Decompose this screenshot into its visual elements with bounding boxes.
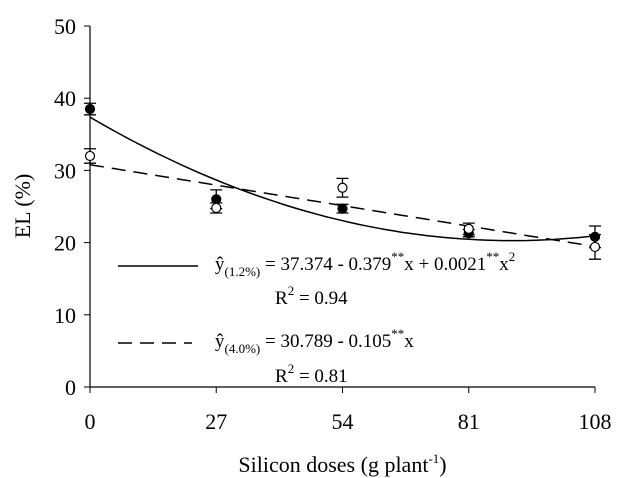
rich-text: R2 = 0.94 <box>275 283 348 309</box>
x-tick-label: 27 <box>205 409 227 434</box>
text-part: ŷ <box>215 331 225 352</box>
rich-text: R2 = 0.81 <box>275 361 348 387</box>
text-part: x <box>404 331 414 352</box>
rich-text: Silicon doses (g plant-1) <box>238 451 446 477</box>
x-tick-label: 81 <box>458 409 480 434</box>
text-part: ** <box>391 249 404 264</box>
point <box>463 223 474 234</box>
text-part: ŷ <box>215 254 225 275</box>
text-part: = 30.789 - 0.105 <box>260 331 391 352</box>
text-part: R <box>275 288 288 309</box>
text-part: 2 <box>288 283 295 298</box>
text-part: Silicon doses (g plant <box>238 452 428 477</box>
text-part: = 37.374 - 0.379 <box>260 254 391 275</box>
text-part: = 0.81 <box>294 366 347 387</box>
text-part: ** <box>486 249 499 264</box>
y-tick-label: 0 <box>65 375 76 400</box>
point <box>337 182 348 193</box>
point <box>337 203 348 214</box>
text-part: ) <box>439 452 446 477</box>
x-tick-label: 54 <box>332 409 354 434</box>
text-part: 2 <box>288 361 295 376</box>
y-tick-label: 20 <box>54 231 76 256</box>
y-axis-label: EL (%) <box>10 174 35 239</box>
y-tick-label: 50 <box>54 14 76 39</box>
rich-text: ŷ(1.2%) = 37.374 - 0.379**x + 0.0021**x2 <box>215 249 515 279</box>
text-part: 2 <box>509 249 516 264</box>
y-tick-label: 30 <box>54 158 76 183</box>
x-tick-label: 0 <box>85 409 96 434</box>
text-part: (4.0%) <box>225 341 261 356</box>
fit-curve <box>89 163 596 248</box>
point <box>84 103 96 115</box>
text-part: = 0.94 <box>294 288 348 309</box>
y-tick-label: 10 <box>54 303 76 328</box>
text-part: x <box>499 254 509 275</box>
text-part: R <box>275 366 288 387</box>
x-tick-label: 108 <box>579 409 612 434</box>
text-part: -1 <box>428 451 439 466</box>
rich-text: ŷ(4.0%) = 30.789 - 0.105**x <box>215 326 414 356</box>
text-part: (1.2%) <box>225 264 261 279</box>
point <box>84 150 96 162</box>
text-part: x + 0.0021 <box>404 254 486 275</box>
point <box>211 202 222 214</box>
text-part: ** <box>391 326 404 341</box>
y-tick-label: 40 <box>54 86 76 111</box>
point <box>589 241 601 253</box>
fit-curve <box>89 116 596 242</box>
